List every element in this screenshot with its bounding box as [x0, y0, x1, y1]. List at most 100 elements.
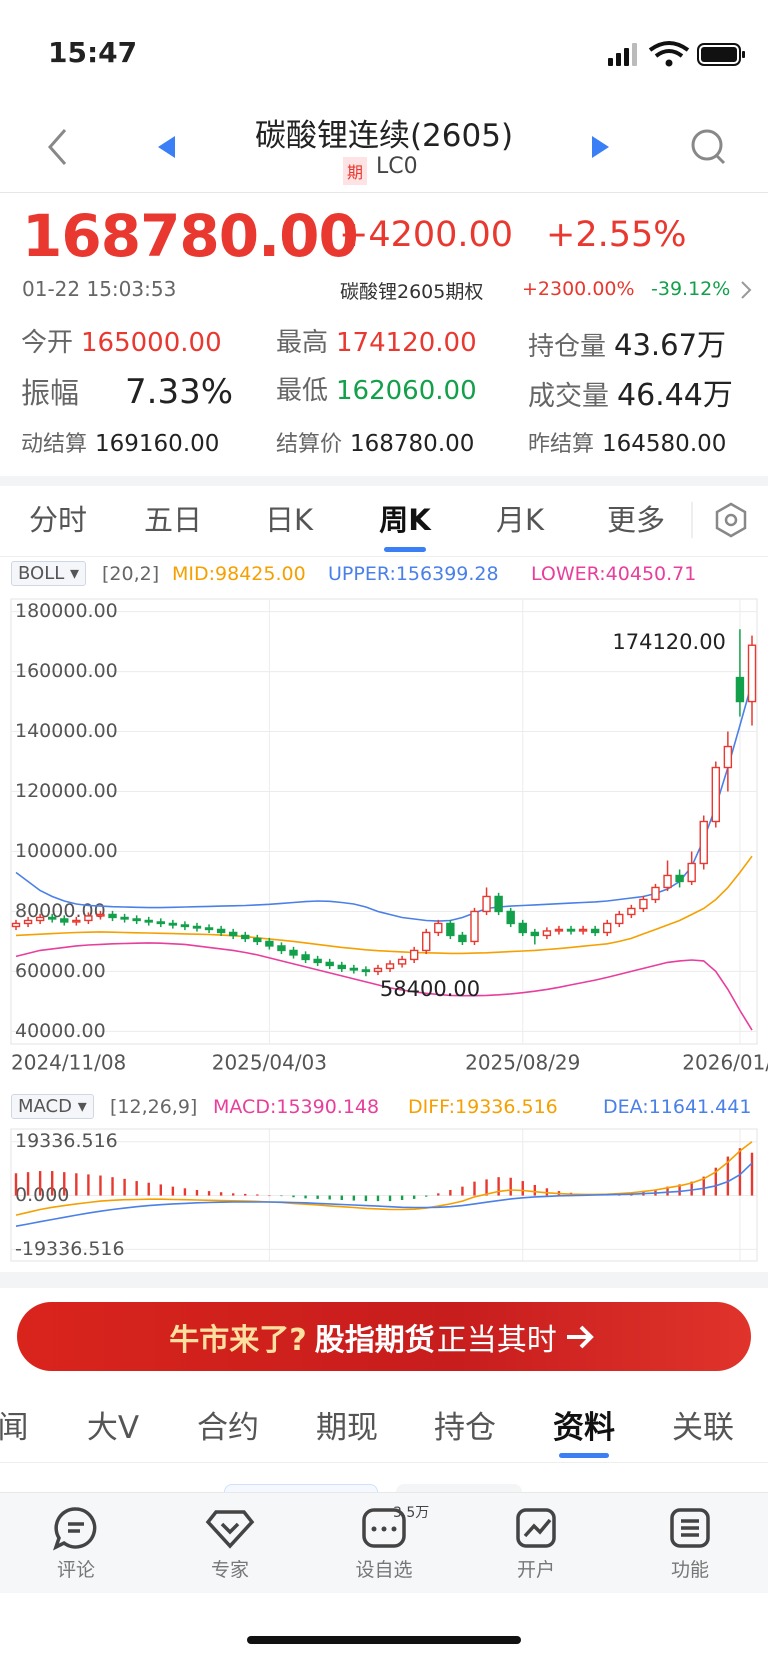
indicator-select[interactable]: MACD ▾: [11, 1094, 94, 1119]
stat-value: 174120.00: [336, 328, 477, 358]
macd-bar: [304, 1195, 307, 1199]
candle-body: [554, 928, 564, 932]
candle-body: [361, 969, 371, 973]
macd-bar: [183, 1188, 187, 1196]
last-price: 168780.00: [22, 202, 359, 270]
candle-body: [96, 913, 105, 917]
period-tab[interactable]: 周K: [379, 503, 431, 537]
badge: 期: [343, 157, 368, 185]
macd-bar: [461, 1186, 464, 1196]
macd-bar: [473, 1181, 476, 1196]
indicator-line: [15, 1162, 753, 1227]
macd-bar: [38, 1171, 42, 1196]
content-tab[interactable]: 大V: [86, 1410, 140, 1446]
settings-button[interactable]: [690, 498, 760, 542]
back-button[interactable]: [47, 129, 67, 165]
content-tab[interactable]: 闻: [0, 1410, 29, 1446]
candle-body: [627, 907, 636, 916]
macd-bar: [268, 1195, 271, 1197]
tab-underline: [384, 547, 426, 552]
stat-label: 成交量: [528, 381, 609, 412]
candle-body: [35, 916, 45, 922]
candle-body: [84, 915, 93, 922]
period-tab[interactable]: 月K: [495, 503, 545, 537]
macd-bar: [521, 1181, 524, 1196]
candle-body: [228, 931, 238, 937]
status-time: 15:47: [48, 36, 138, 69]
candle-body: [615, 913, 624, 925]
candle-body: [60, 918, 69, 923]
nav-label[interactable]: 开户: [516, 1559, 556, 1581]
period-tab[interactable]: 日K: [264, 503, 314, 537]
candle-body: [301, 954, 310, 961]
stat-label: 今开: [21, 328, 74, 358]
candle-body: [132, 918, 141, 922]
indicator-select[interactable]: BOLL ▾: [11, 561, 87, 586]
nav-label[interactable]: 设自选: [355, 1559, 413, 1581]
macd-bar: [316, 1195, 319, 1199]
nav-label[interactable]: 功能: [670, 1559, 710, 1581]
stat: 动结算 169160.00: [21, 426, 219, 458]
search-button[interactable]: [691, 129, 726, 165]
stat: 振幅 7.33%: [21, 370, 233, 412]
macd-bar: [231, 1193, 235, 1196]
nav-label[interactable]: 专家: [210, 1559, 250, 1581]
content-tab[interactable]: 持仓: [434, 1410, 496, 1446]
stat: 结算价 168780.00: [276, 426, 474, 458]
watchlist-icon[interactable]: [362, 1508, 406, 1548]
comment-icon[interactable]: [53, 1507, 97, 1551]
header-title: 碳酸锂连续(2605): [254, 118, 514, 154]
indicator-line: [15, 682, 753, 922]
banner-text: 正当其时: [436, 1322, 557, 1358]
macd-bar: [437, 1193, 440, 1196]
macd-bar: [256, 1194, 259, 1196]
status-icons: [608, 41, 745, 67]
expert-icon[interactable]: [205, 1510, 255, 1549]
stat: 今开 165000.00: [21, 322, 222, 359]
candle-body: [735, 676, 745, 703]
option-name[interactable]: 碳酸锂2605期权: [340, 281, 484, 303]
home-indicator: [247, 1636, 521, 1644]
candle-body: [277, 945, 286, 952]
macd-bar: [14, 1173, 18, 1196]
candle-body: [204, 927, 214, 931]
y-tick-label: 40000.00: [15, 1020, 106, 1042]
macd-bar: [509, 1177, 512, 1196]
content-tab[interactable]: 合约: [197, 1410, 259, 1446]
macd-bar: [364, 1195, 368, 1202]
candle-body: [156, 921, 165, 925]
charts: 180000.00 160000.00 140000.00 120000.00 1000…: [10, 598, 768, 1262]
candle-body: [747, 644, 757, 703]
period-tab[interactable]: 分时: [28, 503, 88, 537]
macd-bar: [497, 1177, 500, 1196]
menu-icon[interactable]: [670, 1508, 710, 1548]
macd-bar: [111, 1177, 114, 1196]
candle-body: [47, 916, 57, 920]
next-button[interactable]: [592, 136, 609, 158]
candle-body: [639, 898, 648, 910]
prev-button[interactable]: [158, 136, 175, 158]
separator: [0, 1272, 768, 1288]
nav-label[interactable]: 评论: [56, 1559, 96, 1581]
candle-body: [687, 862, 696, 883]
account-icon[interactable]: [516, 1508, 556, 1548]
stat-label: 动结算: [21, 432, 88, 457]
candle-body: [434, 922, 443, 934]
macd-bar: [87, 1174, 90, 1196]
period-tab[interactable]: 更多: [606, 503, 666, 537]
macd-bar: [678, 1184, 681, 1196]
period-tab[interactable]: 五日: [143, 503, 203, 537]
candle-body: [699, 820, 708, 865]
content-tab[interactable]: 资料: [553, 1410, 615, 1446]
content-tab[interactable]: 期现: [316, 1410, 378, 1446]
indicator-line: [15, 1141, 753, 1216]
stat: 最低 162060.00: [276, 370, 477, 407]
macd-bar: [63, 1172, 66, 1196]
candle-body: [603, 922, 612, 934]
promo-banner[interactable]: 牛市来了? 股指期货 正当其时: [17, 1302, 751, 1371]
content-tab[interactable]: 关联: [672, 1410, 734, 1446]
macd-bar: [75, 1173, 78, 1196]
legend-item: LOWER:40450.71: [531, 563, 697, 585]
macd-bar: [280, 1195, 283, 1197]
stat: 持仓量 43.67万: [528, 322, 726, 364]
